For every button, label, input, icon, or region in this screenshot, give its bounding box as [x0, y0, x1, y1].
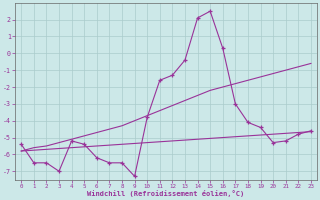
X-axis label: Windchill (Refroidissement éolien,°C): Windchill (Refroidissement éolien,°C) — [87, 190, 245, 197]
